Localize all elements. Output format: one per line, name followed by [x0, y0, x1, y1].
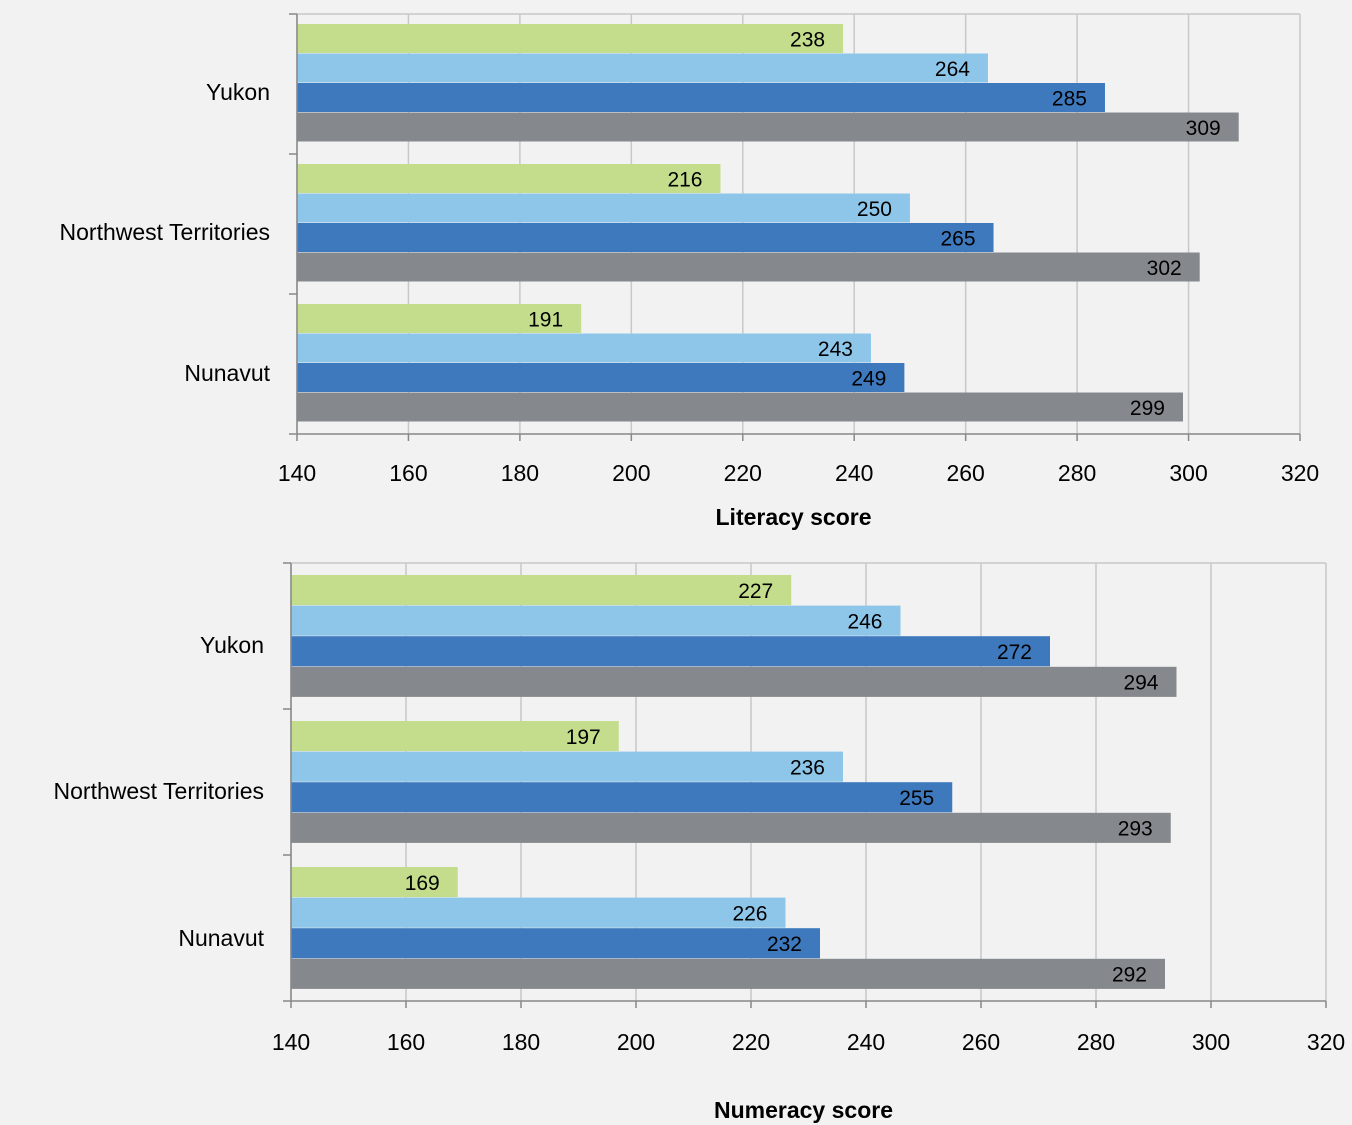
- bar: [297, 333, 871, 363]
- data-label: 299: [1130, 397, 1165, 420]
- bar: [291, 928, 820, 959]
- data-label: 227: [738, 580, 773, 603]
- x-tick-label: 260: [946, 460, 984, 486]
- bar: [291, 575, 792, 606]
- bar: [297, 164, 721, 193]
- bar: [291, 605, 901, 636]
- x-axis-title: Numeracy score: [714, 1097, 893, 1123]
- x-tick-label: 200: [612, 460, 650, 486]
- data-label: 243: [818, 338, 853, 361]
- data-label: 285: [1052, 87, 1087, 110]
- data-label: 238: [790, 28, 825, 51]
- x-tick-label: 220: [724, 460, 762, 486]
- bar: [297, 363, 905, 392]
- data-label: 302: [1147, 257, 1182, 280]
- bar: [291, 867, 458, 898]
- x-tick-label: 320: [1307, 1029, 1345, 1055]
- data-label: 250: [857, 198, 892, 221]
- bar: [291, 958, 1165, 989]
- data-label: 293: [1118, 818, 1153, 841]
- x-tick-label: 180: [502, 1029, 540, 1055]
- x-tick-label: 220: [732, 1029, 770, 1055]
- bar: [297, 392, 1183, 422]
- bar: [297, 53, 988, 83]
- literacy-chart: 238 264 285 309 Yukon 216 250 265 302 Northwest T…: [60, 13, 1319, 530]
- data-label: 292: [1112, 964, 1147, 987]
- bar: [291, 812, 1171, 843]
- x-tick-label: 140: [278, 460, 316, 486]
- category-label: Yukon: [200, 632, 264, 658]
- x-tick-label: 160: [387, 1029, 425, 1055]
- data-label: 309: [1186, 117, 1221, 140]
- data-label: 249: [851, 367, 886, 390]
- data-label: 216: [667, 168, 702, 191]
- bar: [291, 782, 953, 813]
- data-label: 191: [528, 308, 563, 331]
- x-axis-title: Literacy score: [716, 504, 872, 530]
- bar: [297, 24, 844, 53]
- x-tick-label: 320: [1281, 460, 1319, 486]
- data-label: 236: [790, 756, 825, 779]
- bar: [291, 751, 843, 782]
- bar: [297, 83, 1105, 112]
- x-tick-label: 280: [1058, 460, 1096, 486]
- x-tick-label: 160: [389, 460, 427, 486]
- x-tick-label: 300: [1192, 1029, 1230, 1055]
- data-label: 226: [732, 902, 767, 925]
- bar: [297, 223, 994, 252]
- bar: [297, 193, 910, 223]
- x-tick-label: 200: [617, 1029, 655, 1055]
- data-label: 294: [1123, 672, 1158, 695]
- x-tick-label: 140: [272, 1029, 310, 1055]
- data-label: 169: [405, 872, 440, 895]
- category-label: Northwest Territories: [60, 219, 270, 245]
- bar: [291, 897, 786, 928]
- bar: [291, 721, 619, 752]
- data-label: 264: [935, 58, 970, 81]
- x-tick-label: 180: [501, 460, 539, 486]
- data-label: 246: [847, 610, 882, 633]
- bar: [291, 636, 1050, 667]
- bar: [297, 252, 1200, 282]
- x-tick-label: 280: [1077, 1029, 1115, 1055]
- x-tick-label: 260: [962, 1029, 1000, 1055]
- x-tick-label: 240: [835, 460, 873, 486]
- category-label: Nunavut: [184, 360, 270, 386]
- category-label: Yukon: [206, 79, 270, 105]
- bar: [297, 304, 582, 333]
- category-label: Nunavut: [178, 925, 264, 951]
- category-label: Northwest Territories: [54, 778, 264, 804]
- x-tick-label: 300: [1169, 460, 1207, 486]
- x-tick-label: 240: [847, 1029, 885, 1055]
- bar: [291, 666, 1177, 697]
- bar: [297, 112, 1239, 142]
- data-label: 255: [899, 787, 934, 810]
- data-label: 265: [940, 227, 975, 250]
- data-label: 197: [566, 726, 601, 749]
- data-label: 272: [997, 641, 1032, 664]
- data-label: 232: [767, 933, 802, 956]
- numeracy-chart: 227 246 272 294 Yukon 197 236 255 293 Northwest T…: [54, 562, 1345, 1123]
